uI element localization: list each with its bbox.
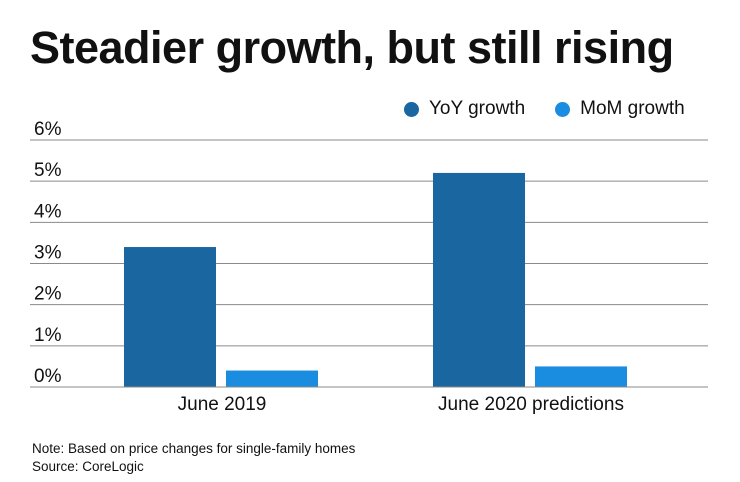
legend-item-mom: MoM growth bbox=[555, 98, 685, 120]
y-tick-label: 3% bbox=[34, 243, 62, 264]
y-tick-label: 1% bbox=[34, 325, 62, 346]
bar-yoy bbox=[124, 247, 216, 387]
y-tick-label: 4% bbox=[34, 201, 62, 222]
bar-mom bbox=[535, 366, 627, 387]
x-tick-label: June 2020 predictions bbox=[438, 394, 624, 415]
legend-item-yoy: YoY growth bbox=[404, 98, 525, 120]
note-text: Note: Based on price changes for single-… bbox=[32, 441, 356, 456]
x-tick-label: June 2019 bbox=[178, 394, 267, 415]
legend-label-mom: MoM growth bbox=[580, 98, 685, 119]
source-text: Source: CoreLogic bbox=[32, 459, 144, 474]
legend: YoY growth MoM growth bbox=[404, 98, 685, 120]
chart-title: Steadier growth, but still rising bbox=[30, 22, 674, 73]
y-tick-label: 5% bbox=[34, 160, 62, 181]
y-tick-label: 0% bbox=[34, 366, 62, 387]
bar-chart: 0% 1% 2% 3% 4% 5% 6% June 2019 June 2020 predict… bbox=[30, 119, 708, 415]
y-tick-label: 2% bbox=[34, 284, 62, 305]
legend-swatch-mom bbox=[555, 101, 571, 117]
bar-yoy bbox=[433, 172, 525, 387]
legend-label-yoy: YoY growth bbox=[429, 98, 526, 119]
y-tick-label: 6% bbox=[34, 119, 62, 140]
chart-notes: Note: Based on price changes for single-… bbox=[32, 440, 355, 476]
legend-swatch-yoy bbox=[404, 101, 419, 117]
bar-mom bbox=[226, 370, 318, 387]
